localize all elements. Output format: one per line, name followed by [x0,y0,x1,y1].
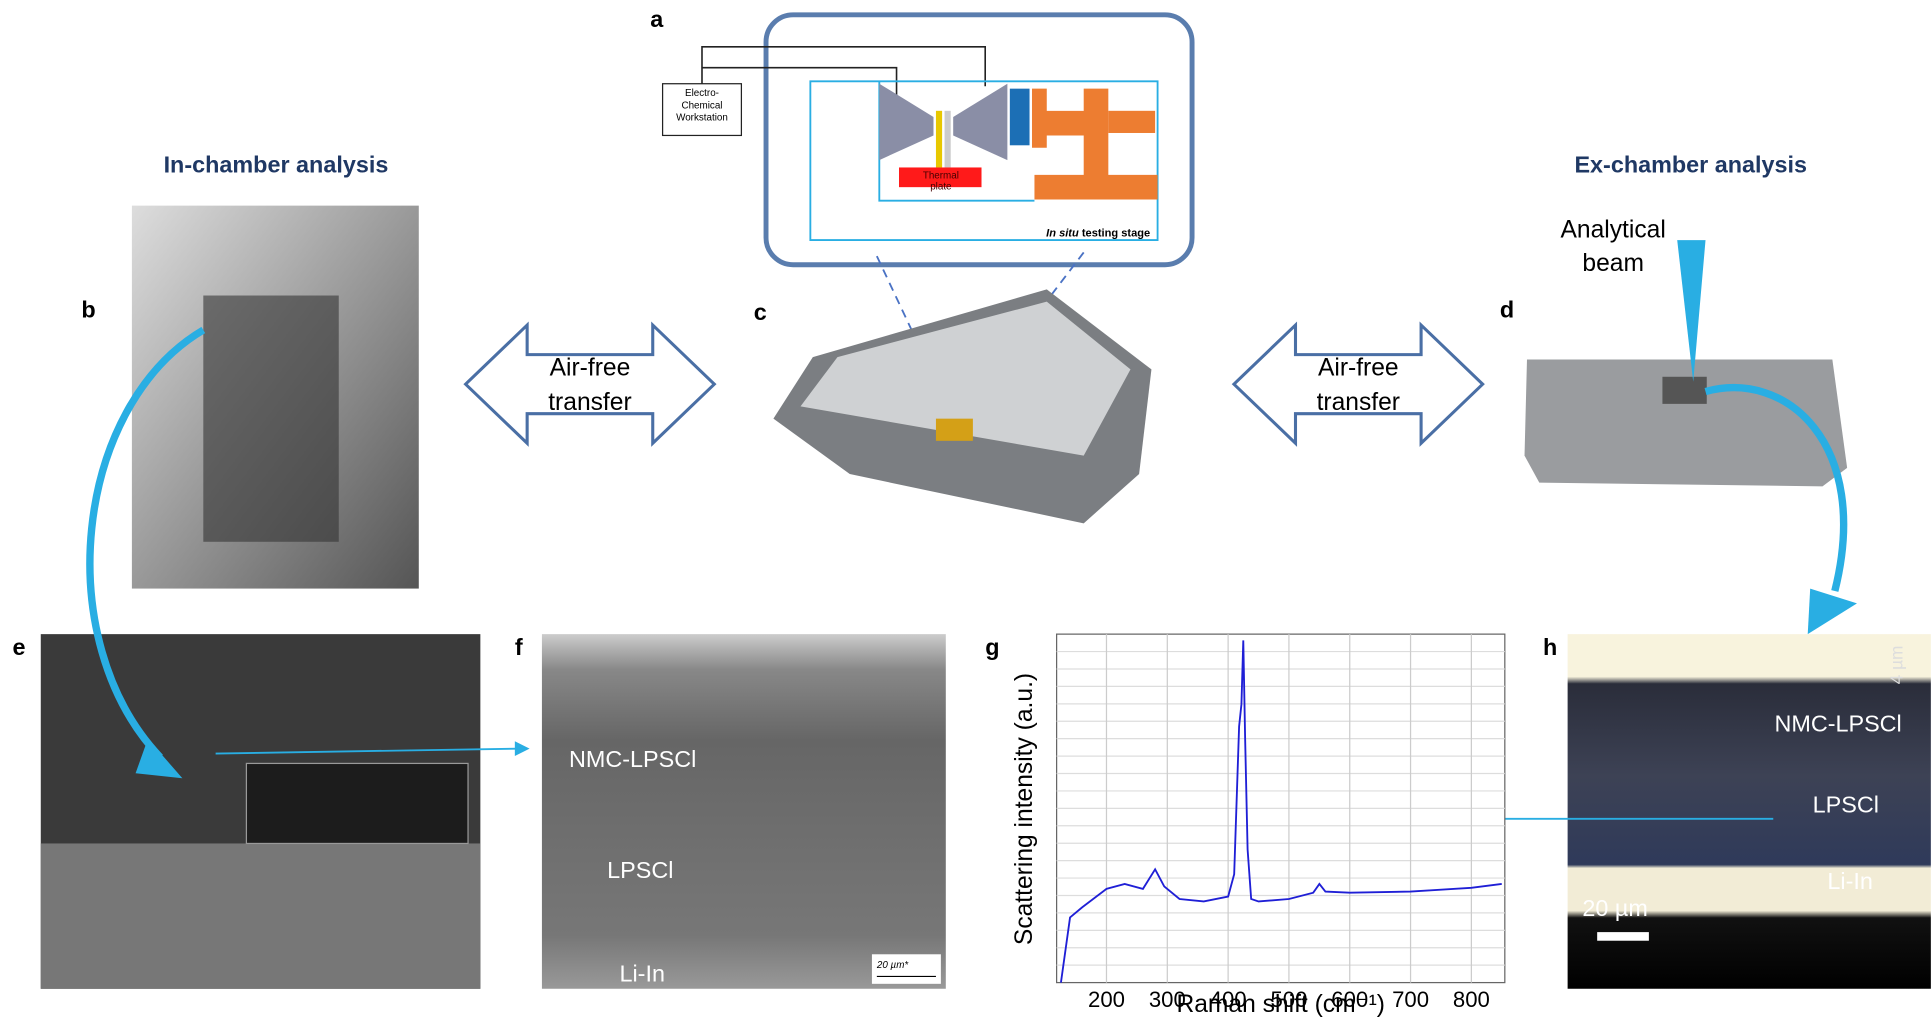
panel-label: f [515,634,523,660]
clamp [1032,89,1158,200]
photo-detail [203,296,338,542]
side-scale: 4 µm [1887,646,1907,685]
x-tick-label: 200 [1088,987,1125,1012]
transfer-arrow [466,325,715,443]
text: testing stage [1082,227,1150,239]
photo-detail [41,843,481,988]
anvil [953,84,1007,160]
spring [1010,89,1030,146]
sample [945,111,951,168]
x-tick-label: 700 [1392,987,1429,1012]
x-tick-label: 500 [1270,987,1307,1012]
optical-scale: 20 µm [1582,895,1647,921]
panel-label: h [1543,634,1557,660]
text-italic: In situ [1046,227,1079,239]
heading: In-chamber analysis [164,151,389,177]
optical-label: LPSCl [1813,792,1879,818]
sem-label: NMC-LPSCl [569,746,696,772]
beam-label: Analytical beam [1561,217,1666,277]
text-line: Air-free [1318,355,1399,382]
clamp [1108,111,1155,133]
device-part [936,419,973,441]
anvil [879,84,933,160]
sem-label: LPSCl [607,857,673,883]
sem-scale: 20 µm* [876,960,910,971]
transfer-arrow [1234,325,1483,443]
text-line: transfer [548,389,631,416]
raman-chart: Raman shift (cm⁻¹) Scattering intensity … [1011,634,1505,1018]
scale-bar [1597,932,1649,941]
stage-label: In situ testing stage [1046,227,1150,239]
x-tick-label: 800 [1453,987,1490,1012]
connector-head [1808,589,1857,635]
wire [702,47,985,111]
x-tick-label: 600 [1331,987,1368,1012]
figure: a b c d e f g h In-chamber analysis Ex-c… [0,0,1931,1022]
panel-label: b [81,297,95,323]
x-tick-label: 400 [1210,987,1247,1012]
x-tick-label: 300 [1149,987,1186,1012]
text-line: Chemical [681,100,722,111]
text-line: transfer [1317,389,1400,416]
text-line: Thermal [923,171,959,182]
panel-label: a [650,6,664,32]
sem-label: Li-In [619,960,664,986]
optical-label: Li-In [1827,868,1872,894]
text-line: Analytical [1561,217,1666,244]
sem-image [542,634,946,989]
text-line: beam [1582,250,1644,277]
panel-label: g [985,634,999,660]
optical-label: NMC-LPSCl [1774,710,1901,736]
sample [936,111,942,168]
text-line: Electro- [685,88,719,99]
y-axis-label: Scattering intensity (a.u.) [1011,673,1038,945]
panel-label: c [754,299,767,325]
panel-label: d [1500,297,1514,323]
text-line: Workstation [676,113,728,124]
window [1662,377,1706,404]
photo-detail [246,763,468,843]
connector-head [515,741,530,756]
text-line: Air-free [550,355,631,382]
text-line: plate [930,182,952,193]
panel-label: e [12,634,25,660]
heading: Ex-chamber analysis [1574,151,1807,177]
